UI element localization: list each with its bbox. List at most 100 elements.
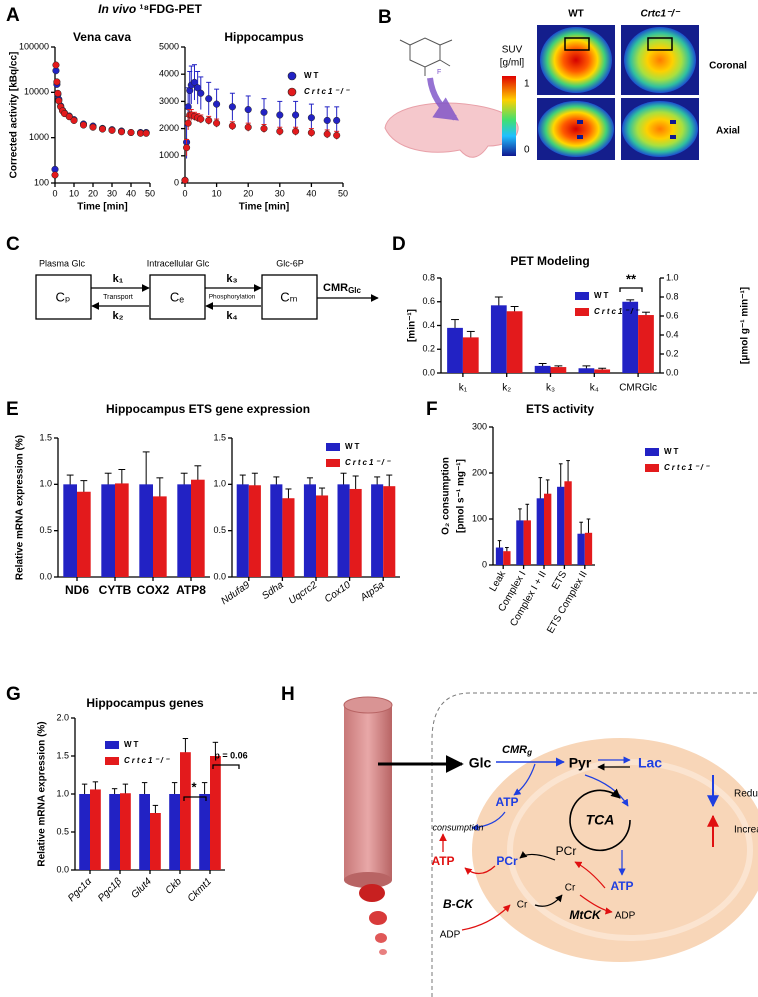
legend-label: Crtc1⁻/⁻	[664, 463, 711, 472]
bar	[120, 793, 131, 870]
data-point	[323, 130, 331, 138]
bar	[101, 484, 115, 577]
y-tick-label: 0.0	[213, 571, 226, 581]
legend-label: Crtc1⁻/⁻	[124, 756, 171, 765]
x-tick-label: 30	[107, 188, 117, 198]
y-tick-label: 4000	[159, 69, 179, 79]
data-point	[276, 111, 284, 119]
y-tick-label: 100	[472, 513, 487, 523]
metabolite: ATP	[431, 854, 454, 868]
x-tick-label: CYTB	[99, 583, 132, 597]
legend-marker	[287, 71, 297, 81]
molecule	[399, 37, 453, 76]
metabolite: Cr	[517, 900, 528, 911]
legend-swatch	[326, 459, 340, 467]
panel-letter: F	[426, 399, 438, 420]
data-point	[55, 97, 63, 105]
metabolite: Glc	[469, 755, 492, 771]
x-tick-label: Atp5a	[358, 579, 387, 604]
compartment-label: Cₑ	[170, 289, 184, 304]
red-cell	[379, 949, 387, 955]
output-sub: Glc	[348, 286, 361, 295]
data-point	[142, 129, 150, 137]
data-point	[228, 122, 236, 130]
x-tick-label: 50	[338, 188, 348, 198]
roi	[670, 120, 676, 124]
red-cell	[375, 933, 387, 943]
x-tick-label: 20	[243, 188, 253, 198]
compartment-label: Cₚ	[56, 289, 71, 304]
bar	[180, 752, 191, 870]
data-point	[127, 128, 135, 137]
legend-swatch	[575, 292, 589, 300]
x-tick-label: Sdha	[260, 579, 286, 602]
bar	[191, 479, 205, 577]
bar	[594, 369, 611, 373]
compartment	[35, 274, 92, 320]
bar	[536, 498, 544, 565]
y-tick-label: 5000	[159, 41, 179, 51]
data-point	[333, 131, 341, 139]
bar	[169, 794, 180, 870]
rate-constant: k₁	[113, 273, 124, 285]
panel-letter: B	[378, 7, 392, 28]
metabolite: Lac	[638, 755, 662, 771]
panel-c: Plasma Glc Intracellular Glc Glc-6P Cₚ C…	[35, 258, 379, 322]
reaction-arrow	[513, 763, 536, 796]
axis-title: O₂ consumption	[441, 457, 452, 535]
red-cell	[359, 884, 385, 902]
bar	[550, 367, 567, 373]
roi	[670, 135, 676, 139]
compartment-title: Intracellular Glc	[147, 258, 210, 268]
y-tick-label: 0.6	[666, 310, 679, 320]
x-tick-label: Ckb	[164, 876, 185, 897]
bar	[236, 484, 249, 577]
chart-title: Hippocampus	[224, 30, 304, 44]
bar	[248, 485, 261, 577]
metabolite: PCr	[556, 844, 577, 858]
y-tick-label: 1000	[159, 150, 179, 160]
data-point	[70, 116, 78, 124]
chart-title: Hippocampus ETS gene expression	[106, 402, 310, 416]
x-tick-label: ETS Complex II	[545, 569, 590, 635]
metabolite: PCr	[496, 854, 518, 868]
axis-title: Relative mRNA expression (%)	[15, 435, 26, 580]
process-label: consumption	[432, 822, 483, 832]
annotation: **	[626, 271, 637, 286]
x-tick-label: ATP8	[176, 583, 206, 597]
y-tick-label: 1.0	[39, 479, 52, 489]
x-tick-label: k₃	[546, 383, 555, 394]
roi	[564, 37, 590, 51]
column-label: Crtc1⁻/⁻	[641, 9, 682, 20]
significance-bracket	[619, 287, 643, 292]
panel-letter: A	[6, 5, 20, 26]
x-tick-label: ND6	[65, 583, 89, 597]
capillary-end	[344, 872, 392, 888]
legend-swatch	[645, 464, 659, 472]
bar	[371, 484, 384, 577]
row-label: Coronal	[709, 61, 747, 72]
chart-title: Hippocampus genes	[86, 696, 204, 710]
panel-letter: G	[6, 684, 21, 705]
x-tick-label: k₄	[590, 383, 599, 394]
data-point	[197, 115, 205, 123]
data-point	[307, 114, 315, 122]
legend-swatch	[575, 308, 589, 316]
y-tick-label: 0	[174, 177, 179, 187]
metabolite: Cr	[565, 883, 576, 894]
compartment-title: Glc-6P	[276, 258, 304, 268]
colorbar	[502, 76, 516, 156]
bar	[210, 756, 221, 870]
data-point	[79, 121, 88, 129]
axis-title: [μmol g⁻¹ min⁻¹]	[740, 287, 751, 364]
x-tick-label: 0	[52, 188, 57, 198]
bar	[139, 484, 153, 577]
y-tick-label: 0.2	[666, 348, 679, 358]
data-point	[213, 100, 221, 108]
capillary	[344, 705, 392, 880]
y-tick-label: 1.0	[666, 272, 679, 282]
row-label: Axial	[716, 126, 740, 137]
bar	[544, 493, 552, 565]
flux-label: CMRg	[502, 744, 532, 757]
